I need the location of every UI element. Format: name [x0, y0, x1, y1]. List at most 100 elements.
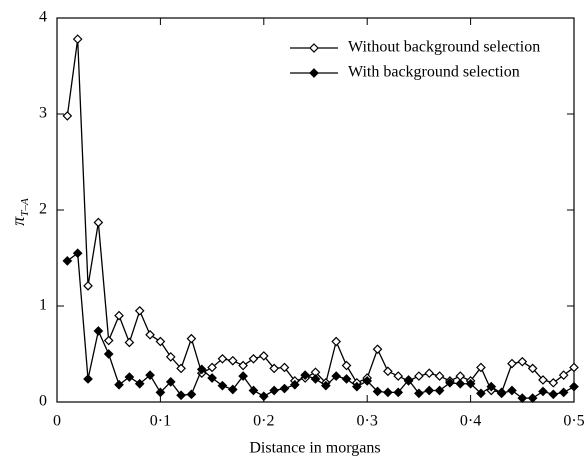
marker: [165, 376, 176, 387]
marker: [145, 370, 155, 380]
marker: [62, 256, 73, 266]
marker: [155, 336, 166, 347]
marker: [393, 387, 404, 398]
marker: [341, 360, 352, 371]
marker: [320, 380, 331, 391]
marker: [372, 386, 383, 397]
marker: [569, 381, 579, 392]
marker: [455, 371, 466, 381]
x-tick-label: 0: [53, 413, 61, 430]
marker: [186, 389, 197, 400]
marker: [258, 391, 269, 402]
marker: [238, 360, 248, 371]
marker: [548, 377, 559, 388]
marker: [83, 280, 93, 291]
marker: [196, 364, 207, 375]
x-tick-label: 0·2: [253, 413, 274, 430]
marker: [403, 375, 414, 385]
x-tick-label: 0·4: [460, 413, 481, 430]
marker: [207, 362, 217, 373]
marker: [548, 389, 559, 400]
marker: [569, 362, 579, 373]
marker: [238, 371, 248, 381]
marker: [538, 375, 548, 385]
marker: [383, 366, 393, 377]
y-axis-label: πT–A: [8, 198, 30, 226]
marker: [155, 387, 166, 398]
legend-label: With background selection: [348, 64, 520, 81]
marker: [279, 362, 290, 373]
marker: [362, 376, 373, 386]
marker: [103, 335, 114, 346]
legend-marker: [309, 43, 319, 53]
marker: [124, 372, 135, 382]
marker: [72, 248, 83, 259]
marker: [486, 381, 497, 392]
marker: [331, 336, 342, 347]
marker: [279, 383, 290, 394]
marker: [176, 390, 186, 401]
marker: [352, 381, 362, 392]
marker: [383, 387, 393, 398]
marker: [176, 363, 186, 374]
marker: [538, 386, 548, 397]
marker: [93, 217, 104, 228]
marker: [558, 387, 569, 398]
marker: [496, 388, 507, 399]
x-tick-label: 0·3: [357, 413, 378, 430]
marker: [414, 388, 424, 399]
marker: [124, 337, 135, 348]
marker: [445, 377, 455, 388]
marker: [217, 380, 228, 391]
marker: [248, 353, 259, 364]
marker: [393, 371, 404, 381]
marker: [455, 378, 466, 389]
marker: [527, 363, 538, 374]
marker: [186, 333, 197, 344]
marker: [434, 385, 445, 396]
marker: [72, 34, 83, 44]
marker: [114, 379, 124, 390]
marker: [507, 358, 517, 369]
marker: [227, 355, 238, 366]
marker: [331, 371, 342, 381]
marker: [517, 356, 528, 367]
marker: [372, 344, 383, 355]
marker: [476, 362, 486, 373]
marker: [527, 393, 538, 404]
marker: [269, 363, 279, 374]
x-tick-label: 0·1: [150, 413, 171, 430]
series-line: [66, 39, 575, 394]
marker: [134, 378, 145, 389]
marker: [248, 385, 259, 396]
marker: [227, 384, 238, 395]
marker: [434, 371, 445, 381]
y-tick-label: 0: [39, 393, 47, 410]
marker: [476, 388, 486, 399]
marker: [145, 329, 155, 340]
marker: [62, 111, 73, 121]
marker: [165, 352, 176, 362]
marker: [341, 374, 352, 384]
marker: [424, 385, 435, 396]
x-tick-label: 0·5: [563, 413, 584, 430]
marker: [300, 370, 311, 380]
marker: [517, 393, 528, 404]
y-tick-label: 2: [39, 201, 47, 218]
marker: [217, 353, 228, 364]
marker: [207, 373, 217, 383]
marker: [310, 374, 321, 384]
y-tick-label: 1: [39, 297, 47, 314]
marker: [93, 326, 104, 336]
marker: [289, 379, 300, 390]
y-tick-label: 3: [39, 105, 47, 122]
marker: [269, 385, 279, 396]
marker: [558, 370, 569, 380]
x-axis-label: Distance in morgans: [249, 440, 380, 457]
marker: [83, 374, 93, 384]
marker: [103, 349, 114, 359]
legend-marker: [309, 68, 319, 78]
series-line: [66, 251, 575, 399]
marker: [134, 305, 145, 316]
